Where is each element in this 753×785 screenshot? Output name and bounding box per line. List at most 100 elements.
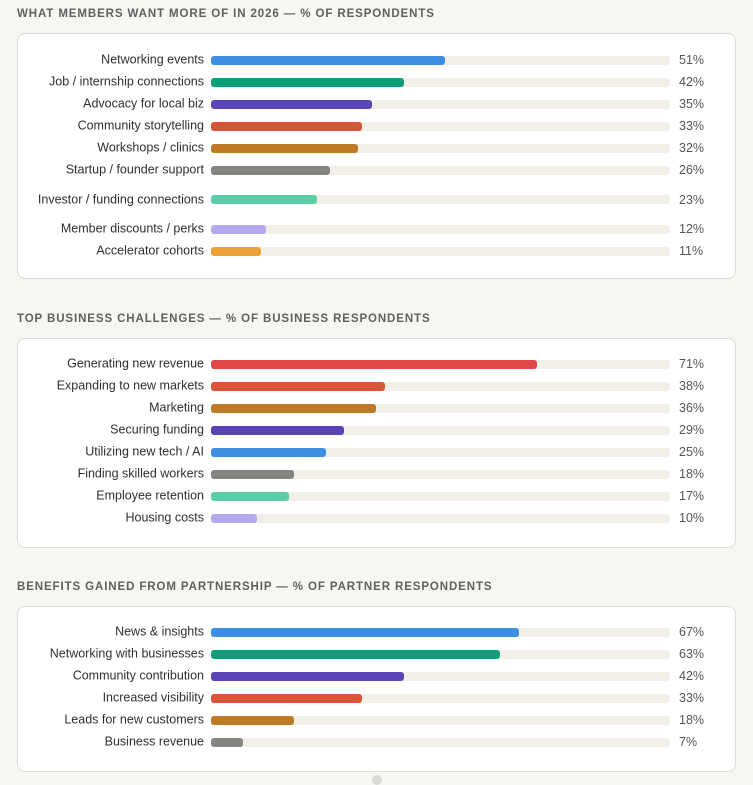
bar-row: Advocacy for local biz 35% xyxy=(18,93,737,115)
bar-track xyxy=(211,469,670,479)
chart-title: TOP BUSINESS CHALLENGES — % OF BUSINESS … xyxy=(17,313,431,325)
bar-label: Leads for new customers xyxy=(64,712,204,727)
bar-row: Workshops / clinics 32% xyxy=(18,137,737,159)
bar-value-label: 23% xyxy=(679,192,705,207)
bar-value-label: 67% xyxy=(679,625,705,639)
bar-track xyxy=(211,693,670,703)
bar-label: Housing costs xyxy=(125,510,204,525)
bar-value-label: 71% xyxy=(679,357,705,371)
bar-label: Member discounts / perks xyxy=(60,221,204,236)
bar xyxy=(211,99,372,109)
bar-track xyxy=(211,195,670,204)
bar-track xyxy=(211,246,670,256)
bar-track xyxy=(211,403,670,413)
bar-row: Accelerator cohorts 11% xyxy=(18,240,737,262)
bar-value-label: 18% xyxy=(679,467,705,481)
chart-card: Networking events 51% Job / internship con… xyxy=(17,33,736,279)
bar-value-label: 10% xyxy=(679,511,705,525)
bar-track xyxy=(211,425,670,435)
bar-value-label: 36% xyxy=(679,401,705,415)
bar xyxy=(211,381,386,391)
bar-label: Utilizing new tech / AI xyxy=(85,444,204,459)
bar-row: Marketing 36% xyxy=(18,397,737,419)
bar-value-label: 26% xyxy=(679,163,705,177)
bar xyxy=(211,715,294,725)
bar-label: Expanding to new markets xyxy=(56,378,204,393)
bar-label: Community contribution xyxy=(72,668,204,683)
pagination-dot xyxy=(372,775,382,785)
bar xyxy=(211,224,267,234)
bar xyxy=(211,359,537,369)
bar-value-label: 29% xyxy=(679,423,705,437)
bar-track xyxy=(211,447,670,457)
chart-card: Generating new revenue 71% Expanding to ne… xyxy=(17,338,736,548)
bar-row: Investor / funding connections 23% xyxy=(18,181,737,218)
bar-value-label: 42% xyxy=(679,75,705,89)
bar xyxy=(211,195,317,204)
bar xyxy=(211,627,519,637)
bar-row: Job / internship connections 42% xyxy=(18,71,737,93)
bar-value-label: 33% xyxy=(679,119,705,133)
bar-label: Increased visibility xyxy=(102,690,204,705)
chart-card: News & insights 67% Networking with busine… xyxy=(17,606,736,772)
bar-label: Networking with businesses xyxy=(49,646,204,661)
bar xyxy=(211,425,345,435)
bar xyxy=(211,121,363,131)
bar-value-label: 42% xyxy=(679,669,705,683)
bar-value-label: 12% xyxy=(679,222,705,236)
bar xyxy=(211,491,290,501)
bar-label: Networking events xyxy=(101,52,204,67)
bar xyxy=(211,693,363,703)
bar xyxy=(211,513,257,523)
bar-value-label: 25% xyxy=(679,445,705,459)
bar xyxy=(211,55,446,65)
bar xyxy=(211,403,377,413)
bar-track xyxy=(211,359,670,369)
bar-row: Community contribution 42% xyxy=(18,665,737,687)
bar-row: Leads for new customers 18% xyxy=(18,709,737,731)
bar-row: Utilizing new tech / AI 25% xyxy=(18,441,737,463)
bar-label: Generating new revenue xyxy=(67,356,204,371)
bar-label: Workshops / clinics xyxy=(97,140,204,155)
bar-row: Startup / founder support 26% xyxy=(18,159,737,181)
bar-value-label: 7% xyxy=(679,735,698,749)
bar-label: Advocacy for local biz xyxy=(83,96,204,111)
bar-track xyxy=(211,491,670,501)
bar xyxy=(211,469,294,479)
bar-label: Job / internship connections xyxy=(49,74,204,89)
bar-row: Housing costs 10% xyxy=(18,507,737,529)
bar-row: Expanding to new markets 38% xyxy=(18,375,737,397)
bar-track xyxy=(211,627,670,637)
bar-value-label: 11% xyxy=(679,244,704,258)
bar xyxy=(211,671,404,681)
bar-row: Member discounts / perks 12% xyxy=(18,218,737,240)
bar-value-label: 17% xyxy=(679,489,705,503)
bar-track xyxy=(211,55,670,65)
bar-label: Investor / funding connections xyxy=(37,192,204,206)
bar xyxy=(211,246,262,256)
bar-value-label: 63% xyxy=(679,647,705,661)
bar-track xyxy=(211,165,670,175)
bar-row: Increased visibility 33% xyxy=(18,687,737,709)
bar-label: Finding skilled workers xyxy=(77,466,204,481)
bar-label: Marketing xyxy=(149,400,204,415)
bar-track xyxy=(211,513,670,523)
bar-track xyxy=(211,381,670,391)
bar-value-label: 38% xyxy=(679,379,705,393)
bar-value-label: 32% xyxy=(679,141,705,155)
bar-track xyxy=(211,671,670,681)
bar-track xyxy=(211,77,670,87)
bar-label: News & insights xyxy=(115,624,204,639)
bar-row: Securing funding 29% xyxy=(18,419,737,441)
bar-row: Networking with businesses 63% xyxy=(18,643,737,665)
bar-label: Community storytelling xyxy=(77,118,204,133)
bar xyxy=(211,165,331,175)
bar xyxy=(211,143,358,153)
bar-row: Generating new revenue 71% xyxy=(18,353,737,375)
bar-row: Networking events 51% xyxy=(18,49,737,71)
bar-row: Community storytelling 33% xyxy=(18,115,737,137)
bar-track xyxy=(211,649,670,659)
bar-track xyxy=(211,143,670,153)
bar-label: Startup / founder support xyxy=(65,162,204,177)
bar-track xyxy=(211,121,670,131)
